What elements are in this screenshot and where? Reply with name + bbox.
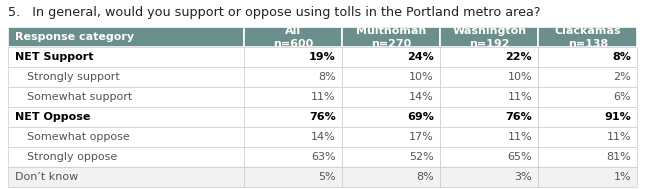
Text: Response category: Response category	[15, 32, 134, 42]
Bar	[8, 147, 244, 167]
Text: Strongly oppose: Strongly oppose	[26, 152, 117, 162]
Text: 24%: 24%	[407, 52, 434, 62]
Bar	[539, 47, 637, 67]
Text: 6%: 6%	[613, 92, 631, 102]
Bar	[244, 167, 342, 187]
Text: 14%: 14%	[311, 132, 335, 142]
Bar	[244, 27, 342, 47]
Text: 81%: 81%	[606, 152, 631, 162]
Bar	[8, 127, 244, 147]
Text: Strongly support: Strongly support	[26, 72, 119, 82]
Bar	[539, 167, 637, 187]
Text: 14%: 14%	[409, 92, 434, 102]
Text: 2%: 2%	[613, 72, 631, 82]
Text: 8%: 8%	[612, 52, 631, 62]
Text: 19%: 19%	[309, 52, 335, 62]
Bar	[342, 27, 441, 47]
Bar	[342, 87, 441, 107]
Text: Somewhat oppose: Somewhat oppose	[26, 132, 130, 142]
Text: 52%: 52%	[409, 152, 434, 162]
Bar	[342, 167, 441, 187]
Text: 76%: 76%	[309, 112, 335, 122]
Bar	[8, 107, 244, 127]
Text: 5.   In general, would you support or oppose using tolls in the Portland metro a: 5. In general, would you support or oppo…	[8, 6, 541, 19]
Text: Clackamas
n=138: Clackamas n=138	[555, 26, 621, 49]
Text: 22%: 22%	[506, 52, 532, 62]
Text: NET Support: NET Support	[15, 52, 94, 62]
Text: 91%: 91%	[604, 112, 631, 122]
Text: 3%: 3%	[515, 172, 532, 182]
Bar	[8, 27, 244, 47]
Text: 11%: 11%	[606, 132, 631, 142]
Text: 5%: 5%	[318, 172, 335, 182]
Bar	[8, 167, 244, 187]
Text: Washington
n=192: Washington n=192	[452, 26, 526, 49]
Bar	[244, 147, 342, 167]
Bar	[539, 147, 637, 167]
Text: 10%: 10%	[410, 72, 434, 82]
Text: 1%: 1%	[613, 172, 631, 182]
Bar	[441, 167, 539, 187]
Bar	[539, 87, 637, 107]
Text: 8%: 8%	[318, 72, 335, 82]
Text: Multnomah
n=270: Multnomah n=270	[356, 26, 426, 49]
Bar	[441, 147, 539, 167]
Bar	[441, 67, 539, 87]
Bar	[244, 127, 342, 147]
Text: 63%: 63%	[311, 152, 335, 162]
Bar	[342, 47, 441, 67]
Bar	[441, 47, 539, 67]
Text: All
n=600: All n=600	[273, 26, 313, 49]
Bar	[441, 27, 539, 47]
Text: 10%: 10%	[508, 72, 532, 82]
Bar	[342, 127, 441, 147]
Text: 8%: 8%	[416, 172, 434, 182]
Bar	[539, 27, 637, 47]
Text: 65%: 65%	[508, 152, 532, 162]
Bar	[539, 67, 637, 87]
Text: 11%: 11%	[508, 132, 532, 142]
Bar	[8, 47, 244, 67]
Bar	[342, 147, 441, 167]
Bar	[244, 47, 342, 67]
Bar	[244, 67, 342, 87]
Bar	[244, 107, 342, 127]
Bar	[441, 127, 539, 147]
Bar	[441, 107, 539, 127]
Bar	[8, 87, 244, 107]
Bar	[539, 107, 637, 127]
Text: 76%: 76%	[506, 112, 532, 122]
Text: 69%: 69%	[407, 112, 434, 122]
Bar	[244, 87, 342, 107]
Bar	[342, 67, 441, 87]
Text: Don’t know: Don’t know	[15, 172, 79, 182]
Bar	[539, 127, 637, 147]
Bar	[441, 87, 539, 107]
Bar	[342, 107, 441, 127]
Text: 11%: 11%	[311, 92, 335, 102]
Text: 11%: 11%	[508, 92, 532, 102]
Bar	[8, 67, 244, 87]
Text: NET Oppose: NET Oppose	[15, 112, 91, 122]
Text: Somewhat support: Somewhat support	[26, 92, 132, 102]
Text: 17%: 17%	[409, 132, 434, 142]
